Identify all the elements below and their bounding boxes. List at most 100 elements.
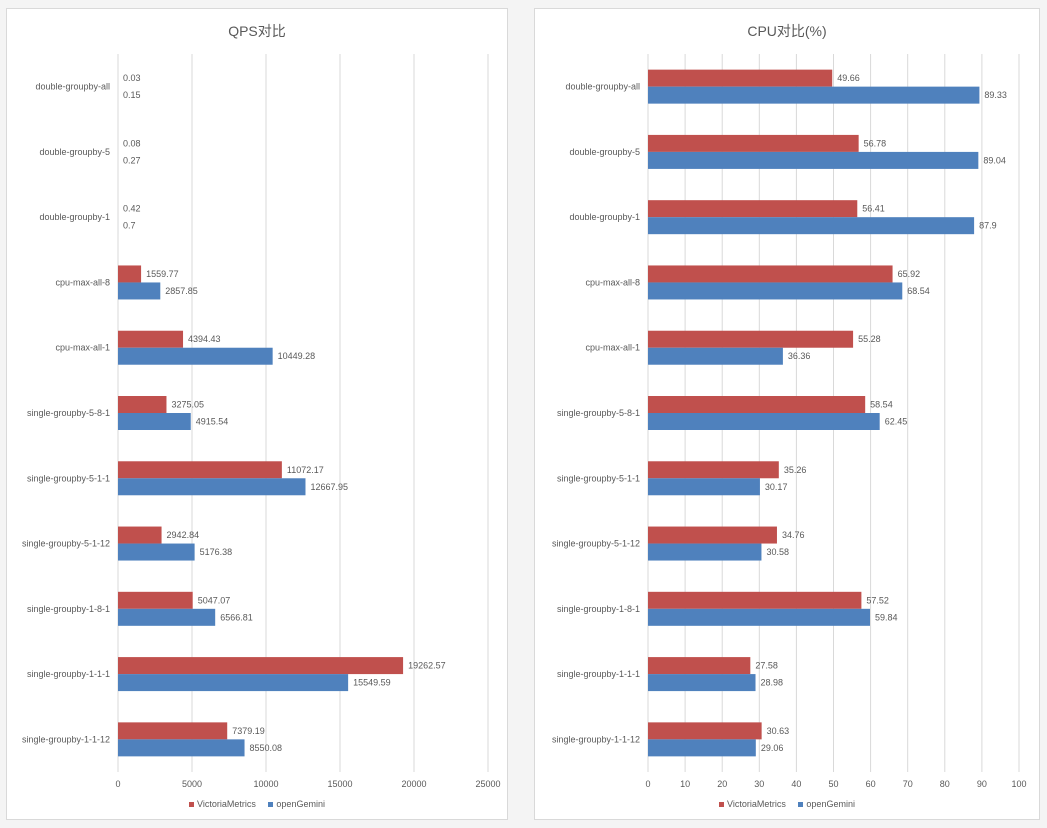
legend-item-victoriametrics: VictoriaMetrics — [719, 799, 786, 809]
category-label-single-groupby-5-1-12: single-groupby-5-1-12 — [22, 539, 110, 549]
bar-opengemini-single-groupby-5-8-1 — [118, 413, 191, 430]
data-label-victoriametrics-single-groupby-1-8-1: 5047.07 — [198, 595, 231, 605]
bar-opengemini-double-groupby-all — [648, 86, 980, 104]
data-label-victoriametrics-single-groupby-5-1-1: 11072.17 — [287, 465, 324, 475]
bar-opengemini-double-groupby-5 — [648, 151, 979, 169]
x-tick-label: 30 — [754, 779, 764, 789]
bar-victoriametrics-single-groupby-1-1-12 — [118, 722, 228, 740]
category-label-single-groupby-1-8-1: single-groupby-1-8-1 — [27, 604, 110, 614]
data-label-victoriametrics-double-groupby-1: 56.41 — [862, 204, 885, 214]
legend-swatch-victoriametrics — [189, 802, 195, 808]
bar-opengemini-single-groupby-5-8-1 — [648, 413, 880, 430]
data-label-opengemini-double-groupby-all: 89.33 — [984, 90, 1007, 100]
x-tick-label: 15000 — [327, 779, 352, 789]
data-label-opengemini-single-groupby-5-1-1: 12667.95 — [310, 482, 348, 492]
data-label-opengemini-double-groupby-all: 0.15 — [123, 90, 141, 100]
category-label-single-groupby-5-8-1: single-groupby-5-8-1 — [557, 408, 640, 418]
legend-label: VictoriaMetrics — [727, 799, 786, 809]
data-label-opengemini-double-groupby-1: 87.9 — [979, 221, 997, 231]
data-label-victoriametrics-single-groupby-1-1-12: 7379.19 — [232, 726, 265, 736]
category-label-single-groupby-5-1-1: single-groupby-5-1-1 — [557, 473, 640, 483]
x-tick-label: 90 — [977, 779, 987, 789]
category-label-cpu-max-all-1: cpu-max-all-1 — [55, 343, 110, 353]
bar-victoriametrics-double-groupby-1 — [648, 200, 858, 218]
qps-chart-panel: QPS对比 0 5000 10000 15000 20000 25000 double-gr… — [6, 8, 508, 820]
x-tick-label: 10000 — [253, 779, 278, 789]
legend-label: openGemini — [276, 799, 325, 809]
bar-victoriametrics-double-groupby-all — [648, 69, 833, 87]
bar-victoriametrics-single-groupby-5-8-1 — [648, 396, 866, 413]
bar-opengemini-single-groupby-1-8-1 — [118, 608, 216, 626]
chart-legend: VictoriaMetrics openGemini — [7, 799, 507, 809]
legend-label: VictoriaMetrics — [197, 799, 256, 809]
legend-item-opengemini: openGemini — [268, 799, 325, 809]
data-label-opengemini-single-groupby-5-8-1: 4915.54 — [196, 417, 229, 427]
qps-bar-chart: 0 5000 10000 15000 20000 25000 double-groupby-… — [22, 54, 501, 789]
bar-opengemini-cpu-max-all-8 — [118, 282, 161, 300]
data-label-victoriametrics-double-groupby-all: 49.66 — [837, 73, 860, 83]
bar-victoriametrics-single-groupby-5-1-1 — [118, 461, 282, 479]
data-label-opengemini-single-groupby-1-8-1: 59.84 — [875, 612, 898, 622]
data-label-victoriametrics-double-groupby-all: 0.03 — [123, 73, 141, 83]
data-label-opengemini-double-groupby-5: 0.27 — [123, 155, 141, 165]
data-label-victoriametrics-single-groupby-5-1-12: 2942.84 — [167, 530, 200, 540]
x-tick-label: 40 — [791, 779, 801, 789]
category-label-single-groupby-1-1-12: single-groupby-1-1-12 — [22, 734, 110, 744]
bar-opengemini-single-groupby-1-1-1 — [118, 674, 349, 692]
data-label-victoriametrics-double-groupby-5: 56.78 — [864, 138, 887, 148]
data-label-victoriametrics-cpu-max-all-8: 1559.77 — [146, 269, 179, 279]
x-tick-label: 80 — [940, 779, 950, 789]
category-label-cpu-max-all-8: cpu-max-all-8 — [55, 277, 110, 287]
bar-victoriametrics-cpu-max-all-1 — [648, 330, 854, 348]
legend-swatch-opengemini — [798, 802, 804, 808]
data-label-opengemini-single-groupby-1-8-1: 6566.81 — [220, 612, 253, 622]
bar-opengemini-single-groupby-1-8-1 — [648, 608, 871, 626]
category-label-single-groupby-5-1-1: single-groupby-5-1-1 — [27, 473, 110, 483]
category-label-single-groupby-1-8-1: single-groupby-1-8-1 — [557, 604, 640, 614]
bar-opengemini-single-groupby-5-1-12 — [118, 543, 195, 561]
chart-title: CPU对比(%) — [747, 23, 827, 39]
bar-victoriametrics-double-groupby-5 — [648, 134, 859, 152]
bar-victoriametrics-cpu-max-all-8 — [118, 265, 142, 283]
bar-opengemini-single-groupby-5-1-1 — [118, 478, 306, 496]
category-label-cpu-max-all-8: cpu-max-all-8 — [585, 277, 640, 287]
bar-victoriametrics-single-groupby-5-1-12 — [118, 526, 162, 544]
data-label-victoriametrics-single-groupby-1-1-1: 27.58 — [755, 661, 778, 671]
legend-item-opengemini: openGemini — [798, 799, 855, 809]
bar-victoriametrics-single-groupby-1-1-1 — [648, 657, 751, 675]
bar-victoriametrics-single-groupby-1-1-12 — [648, 722, 762, 740]
bar-opengemini-single-groupby-1-1-12 — [648, 739, 756, 757]
category-label-single-groupby-5-1-12: single-groupby-5-1-12 — [552, 539, 640, 549]
data-label-victoriametrics-single-groupby-5-1-1: 35.26 — [784, 465, 807, 475]
bar-victoriametrics-single-groupby-1-1-1 — [118, 657, 404, 675]
data-label-opengemini-cpu-max-all-8: 2857.85 — [165, 286, 198, 296]
data-label-opengemini-cpu-max-all-1: 10449.28 — [278, 351, 316, 361]
x-tick-label: 20000 — [401, 779, 426, 789]
data-label-opengemini-cpu-max-all-1: 36.36 — [788, 351, 811, 361]
bar-victoriametrics-single-groupby-5-8-1 — [118, 396, 167, 413]
x-tick-label: 60 — [866, 779, 876, 789]
cpu-bar-chart: 0 10 20 30 40 50 60 70 80 90 100 double-groupby-all… — [552, 54, 1027, 789]
x-tick-label: 5000 — [182, 779, 202, 789]
category-label-single-groupby-1-1-1: single-groupby-1-1-1 — [27, 669, 110, 679]
category-label-single-groupby-1-1-12: single-groupby-1-1-12 — [552, 734, 640, 744]
bar-opengemini-single-groupby-1-1-1 — [648, 674, 756, 692]
bar-victoriametrics-single-groupby-5-1-1 — [648, 461, 779, 479]
category-label-cpu-max-all-1: cpu-max-all-1 — [585, 343, 640, 353]
data-label-opengemini-single-groupby-1-1-1: 15549.59 — [353, 678, 391, 688]
category-label-double-groupby-1: double-groupby-1 — [39, 212, 110, 222]
bar-victoriametrics-single-groupby-5-1-12 — [648, 526, 777, 544]
data-label-victoriametrics-single-groupby-5-8-1: 58.54 — [870, 400, 893, 410]
data-label-victoriametrics-cpu-max-all-8: 65.92 — [898, 269, 921, 279]
bar-victoriametrics-single-groupby-1-8-1 — [648, 591, 862, 609]
x-tick-label: 10 — [680, 779, 690, 789]
x-tick-label: 100 — [1011, 779, 1026, 789]
data-label-opengemini-double-groupby-5: 89.04 — [983, 155, 1006, 165]
chart-title: QPS对比 — [228, 23, 286, 39]
data-label-victoriametrics-cpu-max-all-1: 4394.43 — [188, 334, 221, 344]
chart-legend: VictoriaMetrics openGemini — [535, 799, 1039, 809]
bar-opengemini-cpu-max-all-1 — [118, 347, 273, 365]
legend-swatch-opengemini — [268, 802, 274, 808]
data-label-victoriametrics-double-groupby-5: 0.08 — [123, 138, 141, 148]
data-label-victoriametrics-single-groupby-1-1-1: 19262.57 — [408, 661, 446, 671]
